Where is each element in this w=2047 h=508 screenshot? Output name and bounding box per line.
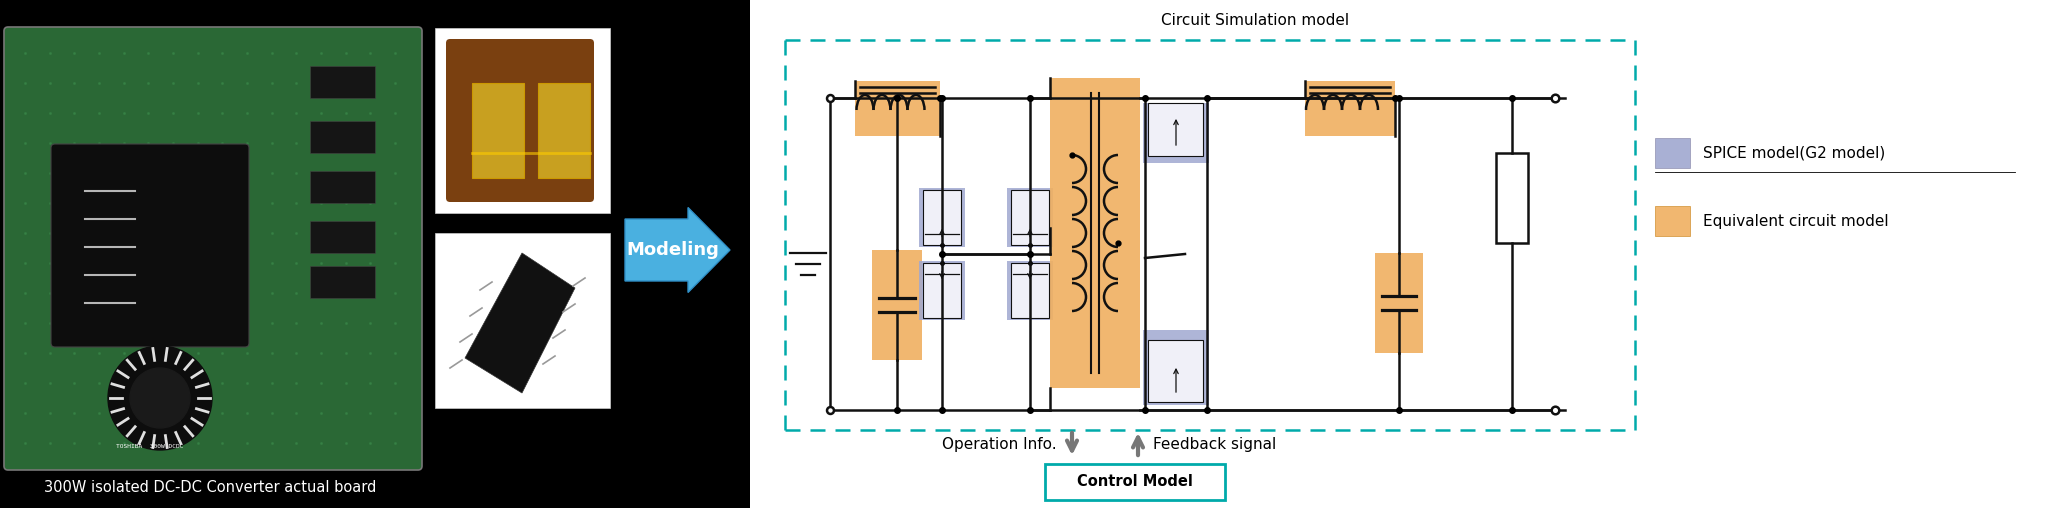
Bar <box>1376 253 1423 353</box>
Bar <box>436 28 610 213</box>
Bar <box>1011 190 1048 245</box>
Circle shape <box>131 368 190 428</box>
Text: Modeling: Modeling <box>626 241 718 259</box>
FancyArrow shape <box>624 207 731 293</box>
Bar <box>1656 206 1691 236</box>
Bar <box>309 266 375 298</box>
Bar <box>749 0 2047 508</box>
Polygon shape <box>465 253 575 393</box>
Bar <box>919 188 964 247</box>
Text: SPICE model(G2 model): SPICE model(G2 model) <box>1703 145 1885 161</box>
Bar <box>309 171 375 203</box>
Text: Circuit Simulation model: Circuit Simulation model <box>1161 13 1349 27</box>
Bar <box>1142 330 1210 405</box>
Bar <box>1050 78 1140 388</box>
Bar <box>1007 188 1052 247</box>
Bar <box>923 190 960 245</box>
FancyBboxPatch shape <box>51 144 250 347</box>
Text: Operation Info.: Operation Info. <box>942 437 1056 453</box>
Text: Equivalent circuit model: Equivalent circuit model <box>1703 213 1889 229</box>
Bar <box>923 263 960 318</box>
Bar <box>309 66 375 98</box>
Bar <box>436 233 610 408</box>
Bar <box>1496 153 1527 243</box>
Bar <box>1148 103 1204 156</box>
Text: Feedback signal: Feedback signal <box>1152 437 1275 453</box>
Bar <box>1148 340 1204 402</box>
Bar <box>1046 464 1224 500</box>
Bar <box>856 81 940 136</box>
Bar <box>1007 261 1052 320</box>
Bar <box>1656 138 1691 168</box>
FancyBboxPatch shape <box>446 39 594 202</box>
FancyBboxPatch shape <box>4 27 422 470</box>
Circle shape <box>108 346 213 450</box>
Bar <box>919 261 964 320</box>
Bar <box>1142 103 1210 163</box>
Bar <box>1306 81 1394 136</box>
Text: 300W isolated DC-DC Converter actual board: 300W isolated DC-DC Converter actual boa… <box>43 481 377 495</box>
Bar <box>309 121 375 153</box>
Bar <box>538 83 590 178</box>
Bar <box>309 221 375 253</box>
Bar <box>473 83 524 178</box>
Text: TOSHIBA  300W DCDC: TOSHIBA 300W DCDC <box>117 443 184 449</box>
Bar <box>1011 263 1048 318</box>
Bar <box>872 250 921 360</box>
Text: Control Model: Control Model <box>1077 474 1193 490</box>
